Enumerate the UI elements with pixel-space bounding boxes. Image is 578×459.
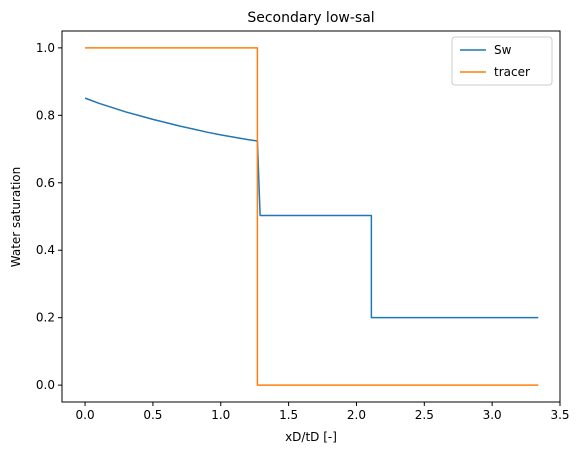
y-tick-label: 0.2 — [36, 311, 55, 325]
y-tick-label: 0.8 — [36, 108, 55, 122]
plot-frame — [61, 30, 561, 403]
x-tick-label: 2.0 — [347, 408, 366, 422]
y-axis-label: Water saturation — [9, 167, 23, 267]
x-tick-label: 0.0 — [76, 408, 95, 422]
legend: Sw tracer — [451, 36, 553, 86]
x-tick-label: 3.0 — [483, 408, 502, 422]
legend-label-Sw: Sw — [494, 43, 512, 57]
x-tick-label: 3.5 — [550, 408, 569, 422]
chart-title: Secondary low-sal — [247, 10, 374, 26]
x-tick-label: 2.5 — [415, 408, 434, 422]
x-tick-label: 1.5 — [279, 408, 298, 422]
legend-box — [451, 36, 553, 86]
series-line-tracer — [85, 47, 539, 386]
y-tick-label: 0.0 — [36, 378, 55, 392]
y-tick-label: 1.0 — [36, 41, 55, 55]
x-tick-label: 1.0 — [211, 408, 230, 422]
legend-label-tracer: tracer — [494, 65, 530, 79]
series-line-Sw — [84, 97, 539, 319]
x-tick-label: 0.5 — [143, 408, 162, 422]
y-tick-label: 0.6 — [36, 176, 55, 190]
y-tick-label: 0.4 — [36, 243, 55, 257]
x-axis-label: xD/tD [-] — [285, 430, 337, 444]
